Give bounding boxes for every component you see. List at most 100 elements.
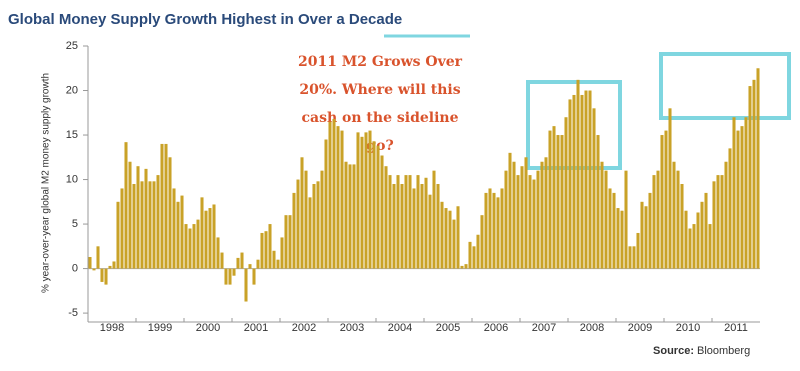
bar [332,119,336,269]
bar [384,166,388,269]
y-tick-label: 20 [66,84,78,96]
bar [524,157,528,269]
bar [304,170,308,269]
bar [364,132,368,269]
y-axis-label: % year-over-year global M2 money supply … [41,73,52,293]
bar [424,177,428,269]
bar [156,175,160,269]
bar [732,117,736,269]
bar [244,268,248,302]
bar [276,259,280,269]
bar [272,250,276,269]
bar [528,175,532,269]
bar [280,237,284,269]
bar [480,215,484,269]
bar [496,197,500,269]
bar [360,136,364,269]
bar [188,228,192,269]
bar [700,201,704,269]
bar [604,170,608,269]
bar [112,261,116,269]
bar [328,121,332,269]
bar [588,90,592,269]
bar [228,268,232,285]
bar [512,161,516,269]
bar [100,268,104,282]
x-tick-label: 2010 [676,322,700,334]
bar [668,108,672,269]
bar [92,268,96,271]
bar [288,215,292,269]
bar [204,210,208,269]
bar [136,166,140,269]
x-tick-label: 2005 [436,322,460,334]
annotation-line: 20%. Where will this [299,82,460,98]
x-tick-label: 2007 [532,322,556,334]
bar [520,166,524,269]
bar [608,188,612,269]
bar [624,170,628,269]
bar [184,224,188,269]
bar [380,155,384,269]
bar [728,148,732,269]
bar [716,175,720,269]
bar [192,224,196,269]
bar [180,195,184,269]
bar [168,157,172,269]
bar [688,228,692,269]
bar [620,210,624,269]
x-tick-label: 2002 [292,322,316,334]
bar [572,94,576,269]
bar [660,135,664,269]
bar [420,184,424,269]
bar [296,179,300,269]
bar [436,184,440,269]
bar [292,192,296,269]
bar [484,192,488,269]
bar [240,252,244,269]
bar [284,215,288,269]
bar [652,175,656,269]
bar [468,241,472,269]
bar [356,132,360,269]
bar [648,192,652,269]
bar [352,164,356,269]
bar [300,157,304,269]
annotation: 2011 M2 Grows Over 20%. Where will this ca… [298,54,463,154]
bar [664,130,668,269]
chart-title: Global Money Supply Growth Highest in Ov… [8,11,402,28]
bar [508,152,512,269]
bar [232,268,236,276]
bar [172,188,176,269]
x-tick-label: 2003 [340,322,364,334]
bar [644,206,648,269]
bar [412,188,416,269]
bar [712,181,716,269]
bar [256,259,260,269]
annotation-line: 2011 M2 Grows Over [298,54,463,70]
x-tick-label: 2006 [484,322,508,334]
bar [540,161,544,269]
bar [252,268,256,285]
bar [628,246,632,269]
bar [404,175,408,269]
bar [408,175,412,269]
bar [108,265,112,269]
bar [640,201,644,269]
bar [268,224,272,269]
bar [676,170,680,269]
bar [560,135,564,269]
bar [476,234,480,269]
bar [708,224,712,269]
bar [464,264,468,269]
bar [116,201,120,269]
bar [448,210,452,269]
bar [600,161,604,269]
bar [516,175,520,269]
bar [452,219,456,269]
annotation-line: cash on the sideline [302,110,459,126]
bar [680,184,684,269]
bar [340,130,344,269]
source: Bloomberg [697,345,750,357]
bar [672,161,676,269]
